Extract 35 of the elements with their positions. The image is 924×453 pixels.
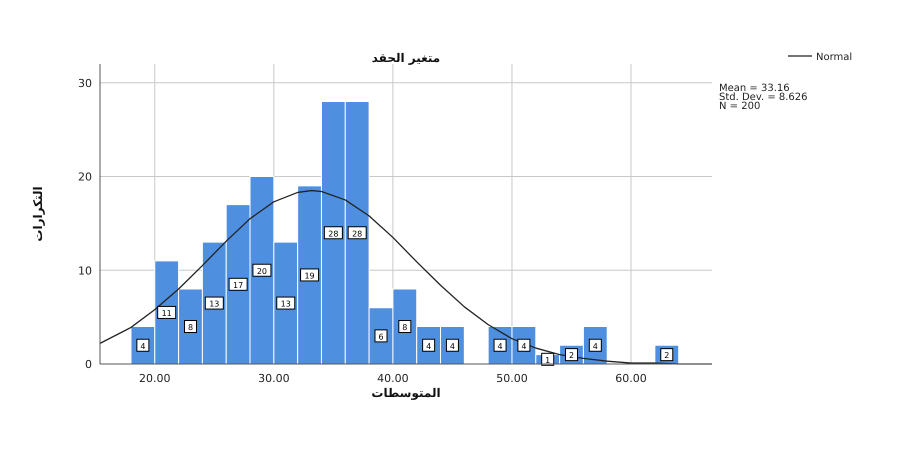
data-label: 13 <box>209 300 220 309</box>
data-label: 20 <box>256 266 268 276</box>
y-tick-label: 20 <box>78 170 92 184</box>
data-label: 4 <box>450 342 455 351</box>
x-tick-label: 30.00 <box>258 372 290 385</box>
data-label: 1 <box>545 356 550 365</box>
data-label: 28 <box>328 229 338 238</box>
data-label: 8 <box>402 323 408 332</box>
y-tick-label: 0 <box>85 358 92 371</box>
data-label: 6 <box>378 332 384 342</box>
data-label: 17 <box>233 280 244 290</box>
text: N = 200 <box>719 101 760 112</box>
chart-title: متغير الحقد <box>372 51 440 65</box>
data-label: 8 <box>188 323 194 332</box>
data-label: 4 <box>498 342 503 351</box>
data-label: 11 <box>162 308 172 318</box>
data-label: 13 <box>280 300 291 309</box>
legend-label: Normal <box>816 52 852 63</box>
y-tick-label: 30 <box>78 76 92 90</box>
x-axis-title: المتوسطات <box>371 386 441 400</box>
y-tick-label: 10 <box>78 264 92 278</box>
data-label: 4 <box>140 342 146 351</box>
data-label: 4 <box>592 342 598 351</box>
x-tick-label: 60.00 <box>615 372 647 385</box>
x-tick-label: 40.00 <box>377 372 409 385</box>
data-label: 2 <box>664 351 670 360</box>
x-tick-label: 20.00 <box>139 372 171 385</box>
data-label: 19 <box>304 271 315 280</box>
data-label: 28 <box>352 229 362 238</box>
data-label: 4 <box>521 342 526 351</box>
data-label: 2 <box>568 351 574 360</box>
text: Std. Dev. = 8.626 <box>719 92 808 103</box>
y-axis-title: التكرارات <box>31 186 45 242</box>
data-label: 4 <box>426 342 432 351</box>
x-tick-label: 50.00 <box>496 372 528 385</box>
